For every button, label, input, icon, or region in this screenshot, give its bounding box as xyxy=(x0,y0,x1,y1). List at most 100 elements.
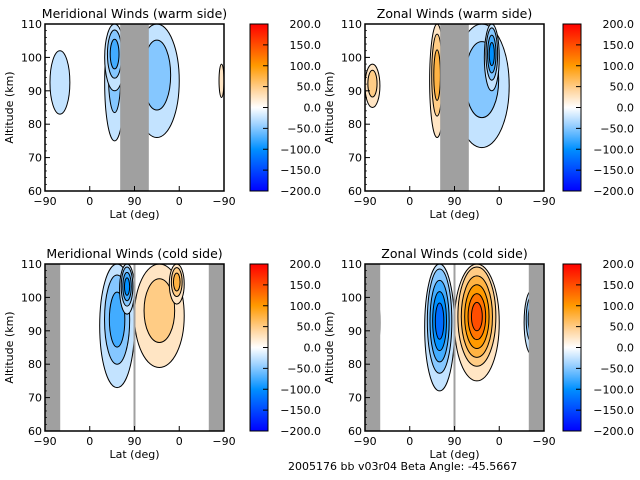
no-data-band xyxy=(120,24,149,191)
x-tick-label: −90 xyxy=(532,195,555,208)
x-tick-label: 0 xyxy=(86,435,93,448)
colorbar-tick-label: 100.0 xyxy=(290,60,322,73)
y-tick-label: 70 xyxy=(348,392,362,405)
y-axis-label: Altitude (km) xyxy=(323,311,336,383)
colorbar-tick-label: −100.0 xyxy=(593,383,634,396)
colorbar-tick-label: −100.0 xyxy=(280,143,321,156)
colorbar-tick-label: 50.0 xyxy=(297,321,322,334)
colorbar-tick-label: −100.0 xyxy=(280,383,321,396)
chart-title: Meridional Winds (cold side) xyxy=(46,246,222,261)
colorbar-tick-label: −150.0 xyxy=(593,404,634,417)
x-tick-label: −90 xyxy=(532,435,555,448)
x-axis-label: Lat (deg) xyxy=(110,448,160,461)
colorbar: 200.0 150.0 100.0 50.0 0.0 −50.0 −100.0 −150.0 −… xyxy=(562,258,635,438)
colorbar-tick-label: 150.0 xyxy=(603,279,635,292)
colorbar-tick-label: 200.0 xyxy=(290,18,322,31)
y-tick-label: 70 xyxy=(28,152,42,165)
y-tick-label: 80 xyxy=(28,358,42,371)
x-axis-label: Lat (deg) xyxy=(110,208,160,221)
colorbar-tick-label: −50.0 xyxy=(287,362,321,375)
panel-meridional-warm: Meridional Winds (warm side) 60 70 80 90 100 1… xyxy=(3,6,321,221)
y-tick-label: 60 xyxy=(28,185,42,198)
y-tick-label: 90 xyxy=(28,325,42,338)
contour-level xyxy=(470,301,483,332)
contour-level xyxy=(143,278,176,343)
colorbar-tick-label: −150.0 xyxy=(593,164,634,177)
colorbar-tick-label: 150.0 xyxy=(603,39,635,52)
y-tick-label: 110 xyxy=(21,18,42,31)
colorbar-tick-label: −100.0 xyxy=(593,143,634,156)
contour-level xyxy=(367,69,378,98)
colorbar-tick-label: 50.0 xyxy=(610,81,635,94)
colorbar-tick-label: 150.0 xyxy=(290,39,322,52)
x-tick-label: 0 xyxy=(406,435,413,448)
x-tick-label: 0 xyxy=(496,195,503,208)
y-tick-label: 80 xyxy=(348,118,362,131)
colorbar-tick-label: −50.0 xyxy=(600,362,634,375)
colorbar-tick-label: −200.0 xyxy=(280,185,321,198)
colorbar-tick-label: −200.0 xyxy=(593,185,634,198)
x-tick-label: −90 xyxy=(353,435,376,448)
y-tick-label: 60 xyxy=(348,425,362,438)
chart-title: Meridional Winds (warm side) xyxy=(42,6,227,21)
x-axis-label: Lat (deg) xyxy=(430,208,480,221)
contour-level xyxy=(488,41,495,67)
colorbar-tick-label: −50.0 xyxy=(287,122,321,135)
colorbar: 200.0 150.0 100.0 50.0 0.0 −50.0 −100.0 −150.0 −… xyxy=(249,18,322,198)
panel-meridional-cold: Meridional Winds (cold side) 60 70 80 90 100 1… xyxy=(3,246,321,461)
colorbar-tick-label: 50.0 xyxy=(610,321,635,334)
chart-title: Zonal Winds (warm side) xyxy=(377,6,532,21)
x-tick-label: 90 xyxy=(128,435,142,448)
contour-level xyxy=(434,302,445,340)
colorbar-tick-label: 200.0 xyxy=(603,18,635,31)
colorbar-tick-label: −200.0 xyxy=(593,425,634,438)
y-tick-label: 90 xyxy=(348,85,362,98)
no-data-band xyxy=(440,24,469,191)
colorbar-tick-label: 150.0 xyxy=(290,279,322,292)
colorbar: 200.0 150.0 100.0 50.0 0.0 −50.0 −100.0 −150.0 −… xyxy=(562,18,635,198)
footer-text: 2005176 bb v03r04 Beta Angle: -45.5667 xyxy=(288,460,517,473)
x-tick-label: −90 xyxy=(353,195,376,208)
x-tick-label: 90 xyxy=(448,435,462,448)
no-data-band xyxy=(528,264,544,431)
colorbar-tick-label: −150.0 xyxy=(280,404,321,417)
x-tick-label: 90 xyxy=(448,195,462,208)
colorbar-tick-label: 100.0 xyxy=(603,60,635,73)
y-tick-label: 90 xyxy=(28,85,42,98)
colorbar-tick-label: 0.0 xyxy=(617,102,635,115)
colorbar-tick-label: 0.0 xyxy=(304,342,322,355)
x-tick-label: 0 xyxy=(176,435,183,448)
y-axis-label: Altitude (km) xyxy=(323,71,336,143)
x-tick-label: −90 xyxy=(33,195,56,208)
colorbar-tick-label: −50.0 xyxy=(600,122,634,135)
y-tick-label: 110 xyxy=(341,258,362,271)
y-tick-label: 60 xyxy=(28,425,42,438)
contour-level xyxy=(433,49,441,101)
y-tick-label: 100 xyxy=(21,51,42,64)
contour-level xyxy=(109,38,120,70)
y-tick-label: 70 xyxy=(28,392,42,405)
colorbar-tick-label: 0.0 xyxy=(617,342,635,355)
panel-zonal-warm: Zonal Winds (warm side) 60 70 80 90 100 110 −90… xyxy=(323,6,634,221)
colorbar-tick-label: 50.0 xyxy=(297,81,322,94)
x-tick-label: 0 xyxy=(496,435,503,448)
x-tick-label: 0 xyxy=(176,195,183,208)
colorbar-tick-label: 100.0 xyxy=(603,300,635,313)
no-data-band xyxy=(45,264,61,431)
colorbar-tick-label: 200.0 xyxy=(603,258,635,271)
colorbar: 200.0 150.0 100.0 50.0 0.0 −50.0 −100.0 −150.0 −… xyxy=(249,258,322,438)
y-tick-label: 100 xyxy=(341,291,362,304)
y-tick-label: 80 xyxy=(348,358,362,371)
x-axis-label: Lat (deg) xyxy=(430,448,480,461)
chart-title: Zonal Winds (cold side) xyxy=(381,246,527,261)
contour-level xyxy=(108,291,126,348)
x-tick-label: −90 xyxy=(212,195,235,208)
colorbar-tick-label: 0.0 xyxy=(304,102,322,115)
y-axis-label: Altitude (km) xyxy=(3,71,16,143)
y-tick-label: 80 xyxy=(28,118,42,131)
colorbar-tick-label: 100.0 xyxy=(290,300,322,313)
colorbar-tick-label: −150.0 xyxy=(280,164,321,177)
y-tick-label: 110 xyxy=(341,18,362,31)
x-tick-label: −90 xyxy=(212,435,235,448)
